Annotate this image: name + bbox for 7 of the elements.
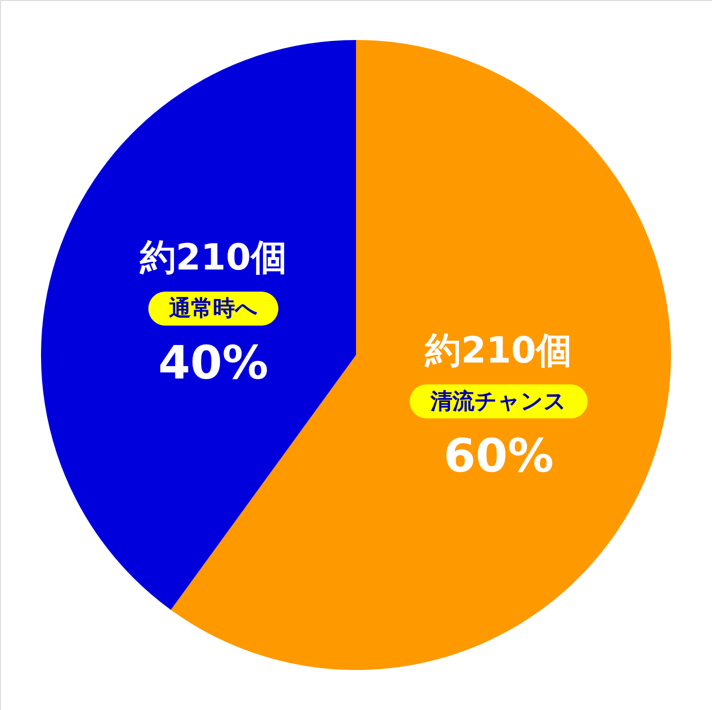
text: 約210個	[140, 238, 287, 279]
pie-slice	[42, 40, 356, 610]
text: 約210個	[425, 330, 572, 372]
data-label: 60%	[444, 428, 554, 482]
slice-label: 通常時へ	[168, 296, 258, 322]
data-label: 40%	[158, 336, 268, 390]
slice-label: 清流チャンス	[430, 388, 567, 414]
